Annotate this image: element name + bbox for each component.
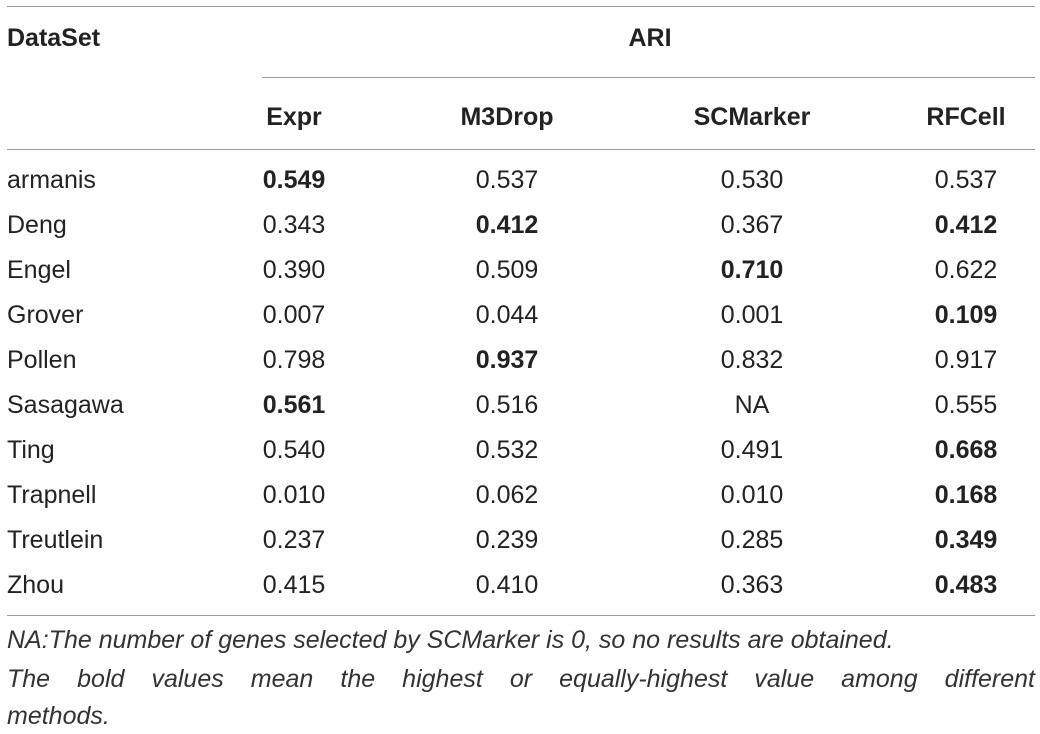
- dataset-name-cell: Zhou: [7, 571, 64, 599]
- value-cell-rfcell: 0.622: [934, 256, 998, 284]
- value-cell-rfcell: 0.349: [934, 526, 998, 554]
- value-cell-scmarker: 0.001: [720, 301, 784, 329]
- group-rule: [262, 77, 1035, 78]
- value-cell-scmarker: 0.832: [720, 346, 784, 374]
- value-cell-m3drop: 0.532: [475, 436, 539, 464]
- value-cell-expr: 0.390: [262, 256, 326, 284]
- header-rule: [7, 149, 1035, 150]
- column-header-rfcell: RFCell: [926, 103, 1006, 131]
- dataset-name-cell: Deng: [7, 211, 67, 239]
- column-header-scmarker: SCMarker: [693, 103, 811, 131]
- value-cell-m3drop: 0.516: [475, 391, 539, 419]
- value-cell-rfcell: 0.109: [934, 301, 998, 329]
- value-cell-expr: 0.343: [262, 211, 326, 239]
- footnote-bold: The bold values mean the highest or equa…: [7, 665, 1035, 693]
- dataset-name-cell: Ting: [7, 436, 55, 464]
- value-cell-rfcell: 0.917: [934, 346, 998, 374]
- value-cell-expr: 0.540: [262, 436, 326, 464]
- dataset-name-cell: armanis: [7, 166, 96, 194]
- column-header-expr: Expr: [266, 103, 322, 131]
- ari-group-header: ARI: [628, 24, 672, 52]
- dataset-name-cell: Treutlein: [7, 526, 104, 554]
- footnote-bold-continued: methods.: [7, 702, 110, 730]
- value-cell-m3drop: 0.044: [475, 301, 539, 329]
- value-cell-expr: 0.007: [262, 301, 326, 329]
- value-cell-expr: 0.237: [262, 526, 326, 554]
- value-cell-scmarker: NA: [734, 391, 770, 419]
- value-cell-m3drop: 0.937: [475, 346, 539, 374]
- value-cell-rfcell: 0.537: [934, 166, 998, 194]
- value-cell-scmarker: 0.530: [720, 166, 784, 194]
- value-cell-scmarker: 0.367: [720, 211, 784, 239]
- value-cell-rfcell: 0.483: [934, 571, 998, 599]
- value-cell-expr: 0.010: [262, 481, 326, 509]
- value-cell-m3drop: 0.412: [475, 211, 539, 239]
- value-cell-m3drop: 0.537: [475, 166, 539, 194]
- dataset-name-cell: Engel: [7, 256, 71, 284]
- value-cell-rfcell: 0.168: [934, 481, 998, 509]
- bottom-rule: [7, 615, 1035, 616]
- value-cell-scmarker: 0.491: [720, 436, 784, 464]
- value-cell-expr: 0.415: [262, 571, 326, 599]
- dataset-name-cell: Trapnell: [7, 481, 97, 509]
- value-cell-scmarker: 0.363: [720, 571, 784, 599]
- column-header-m3drop: M3Drop: [460, 103, 554, 131]
- value-cell-scmarker: 0.285: [720, 526, 784, 554]
- dataset-name-cell: Sasagawa: [7, 391, 124, 419]
- value-cell-expr: 0.549: [262, 166, 326, 194]
- value-cell-m3drop: 0.062: [475, 481, 539, 509]
- value-cell-rfcell: 0.555: [934, 391, 998, 419]
- dataset-name-cell: Pollen: [7, 346, 77, 374]
- dataset-header: DataSet: [7, 24, 101, 52]
- value-cell-m3drop: 0.509: [475, 256, 539, 284]
- value-cell-expr: 0.798: [262, 346, 326, 374]
- value-cell-m3drop: 0.410: [475, 571, 539, 599]
- value-cell-scmarker: 0.010: [720, 481, 784, 509]
- footnote-na: NA:The number of genes selected by SCMar…: [7, 626, 894, 654]
- dataset-name-cell: Grover: [7, 301, 84, 329]
- value-cell-expr: 0.561: [262, 391, 326, 419]
- value-cell-m3drop: 0.239: [475, 526, 539, 554]
- top-rule: [7, 6, 1035, 7]
- value-cell-rfcell: 0.412: [934, 211, 998, 239]
- value-cell-rfcell: 0.668: [934, 436, 998, 464]
- value-cell-scmarker: 0.710: [720, 256, 784, 284]
